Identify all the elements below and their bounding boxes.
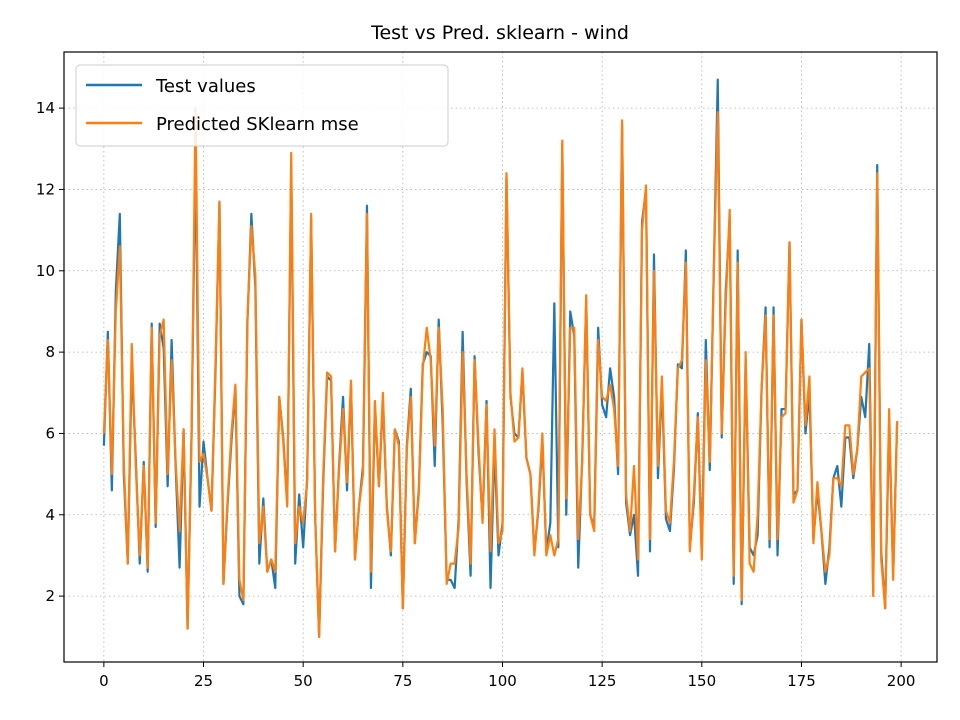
x-tick-label: 200 — [887, 672, 916, 690]
y-tick-label: 6 — [45, 424, 55, 442]
y-tick-label: 4 — [45, 506, 55, 524]
x-tick-label: 100 — [488, 672, 517, 690]
x-tick-label: 75 — [393, 672, 412, 690]
x-tick-label: 0 — [99, 672, 109, 690]
y-tick-label: 12 — [36, 180, 55, 198]
x-tick-label: 50 — [294, 672, 313, 690]
y-tick-label: 8 — [45, 343, 55, 361]
x-tick-label: 125 — [588, 672, 617, 690]
legend-label-test-values: Test values — [155, 76, 256, 97]
x-tick-label: 25 — [194, 672, 213, 690]
y-tick-label: 2 — [45, 587, 55, 605]
y-tick-label: 14 — [36, 99, 55, 117]
x-axis: 0 25 50 75 100 125 150 175 200 — [99, 662, 915, 690]
legend-label-predicted: Predicted SKlearn mse — [156, 114, 359, 135]
series-layer — [102, 78, 899, 638]
y-axis: 2 4 6 8 10 12 14 — [36, 99, 64, 605]
chart-title: Test vs Pred. sklearn - wind — [370, 22, 629, 44]
x-tick-label: 175 — [787, 672, 816, 690]
legend-box — [75, 64, 449, 147]
plot-frame — [63, 51, 938, 663]
y-tick-label: 10 — [36, 262, 55, 280]
x-tick-label: 150 — [687, 672, 716, 690]
grid — [64, 52, 937, 662]
legend: Test values Predicted SKlearn mse — [75, 64, 449, 147]
series-predicted-line — [102, 107, 899, 638]
